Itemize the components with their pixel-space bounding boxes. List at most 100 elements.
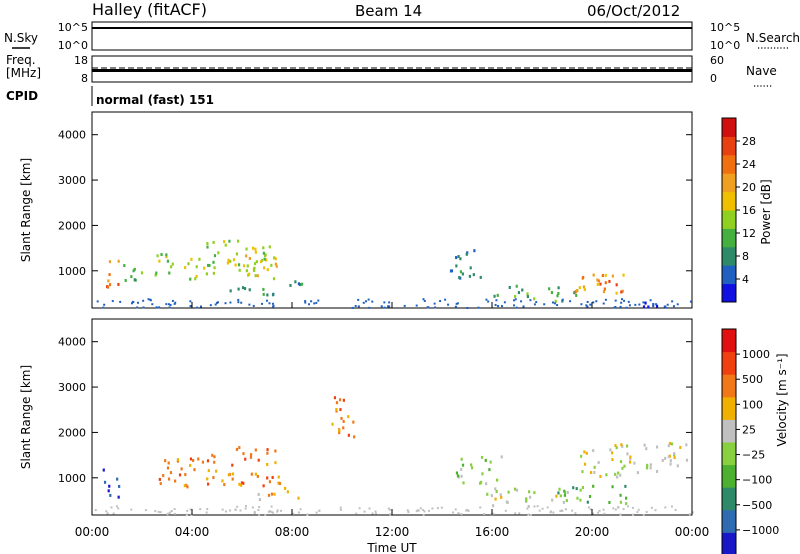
data-cell — [563, 493, 567, 497]
data-cell — [490, 494, 493, 498]
data-cell — [525, 497, 528, 501]
data-cell — [672, 305, 675, 308]
data-cell — [102, 468, 105, 472]
colorbar-tick-label: 1000 — [742, 348, 770, 361]
data-cell — [266, 448, 269, 452]
colorbar-segment — [722, 329, 736, 353]
data-cell — [592, 484, 595, 488]
freq-tick-bottom-left: 8 — [81, 72, 88, 85]
data-cell — [130, 275, 133, 279]
data-cell — [480, 455, 484, 459]
data-cell — [497, 305, 500, 308]
data-cell — [212, 240, 215, 244]
data-cell — [481, 472, 484, 476]
data-cell — [492, 512, 495, 515]
data-cell — [268, 245, 271, 249]
data-cell — [313, 302, 316, 305]
x-tick-label: 08:00 — [275, 525, 310, 539]
data-cell — [673, 456, 676, 460]
data-cell — [592, 301, 595, 304]
data-cell — [466, 307, 469, 310]
data-cell — [274, 262, 277, 266]
data-cell — [455, 264, 458, 268]
data-cell — [340, 416, 343, 420]
data-cell — [636, 511, 639, 514]
data-cell — [107, 489, 110, 493]
data-cell — [362, 301, 365, 304]
data-cell — [205, 272, 208, 276]
data-cell — [254, 448, 257, 452]
data-cell — [646, 463, 649, 467]
data-cell — [224, 302, 227, 305]
nsearch-label: N.Search — [746, 31, 800, 45]
data-cell — [108, 273, 111, 277]
data-cell — [627, 505, 630, 508]
data-cell — [638, 303, 641, 306]
data-cell — [455, 471, 459, 475]
data-cell — [554, 299, 557, 303]
data-cell — [461, 272, 464, 276]
y-tick-label: 4000 — [58, 336, 86, 349]
data-cell — [494, 497, 497, 501]
velocity-frame — [91, 318, 693, 516]
data-cell — [108, 260, 112, 264]
data-cell — [338, 398, 342, 402]
data-cell — [189, 508, 192, 511]
data-cell — [557, 286, 560, 290]
data-cell — [253, 262, 257, 266]
x-tick-label: 04:00 — [175, 525, 210, 539]
data-cell — [144, 509, 147, 512]
data-cell — [263, 257, 266, 261]
data-cell — [272, 305, 275, 308]
data-cell — [491, 504, 495, 508]
data-cell — [205, 511, 208, 514]
data-cell — [258, 498, 261, 502]
data-cell — [571, 509, 574, 512]
data-cell — [133, 278, 136, 282]
data-cell — [611, 458, 614, 462]
data-cell — [528, 495, 532, 499]
data-cell — [279, 509, 282, 512]
velocity-yaxis: 1000 2000 3000 4000 — [58, 336, 692, 485]
data-cell — [619, 493, 622, 497]
data-cell — [455, 256, 458, 260]
colorbar-segment — [722, 283, 736, 303]
data-cell — [586, 500, 589, 504]
data-cell — [178, 473, 182, 477]
data-cell — [587, 506, 590, 509]
data-cell — [642, 513, 645, 516]
data-cell — [614, 299, 617, 302]
data-cell — [628, 460, 632, 464]
data-cell — [415, 304, 418, 307]
data-cell — [573, 291, 576, 295]
power-panel: 1000 2000 3000 4000 Slant Range [km] 4 8 12 16… — [19, 111, 773, 310]
colorbar-tick-label: 25 — [742, 423, 756, 436]
data-cell — [558, 487, 561, 491]
data-cell — [527, 490, 531, 494]
data-cell — [195, 265, 198, 269]
data-cell — [102, 306, 105, 309]
data-cell — [469, 266, 472, 270]
data-cell — [357, 298, 360, 301]
data-cell — [117, 495, 120, 499]
data-cell — [315, 301, 318, 304]
colorbar-segment — [722, 210, 736, 229]
power-frame — [91, 111, 693, 309]
data-cell — [620, 301, 623, 304]
data-cell — [266, 268, 269, 272]
data-cell — [423, 510, 426, 513]
power-ylabel: Slant Range [km] — [19, 158, 33, 262]
power-colorbar: 4 8 12 16 20 24 28 — [721, 117, 756, 303]
data-cell — [521, 288, 524, 292]
data-cell — [426, 306, 429, 309]
data-cell — [261, 302, 264, 305]
y-tick-label: 3000 — [58, 381, 86, 394]
data-cell — [407, 511, 410, 514]
data-cell — [256, 474, 259, 478]
data-cell — [268, 480, 272, 484]
data-cell — [664, 305, 667, 308]
colorbar-tick-label: 100 — [742, 398, 763, 411]
data-cell — [581, 486, 585, 490]
data-cell — [565, 499, 568, 503]
data-cell — [507, 490, 510, 494]
